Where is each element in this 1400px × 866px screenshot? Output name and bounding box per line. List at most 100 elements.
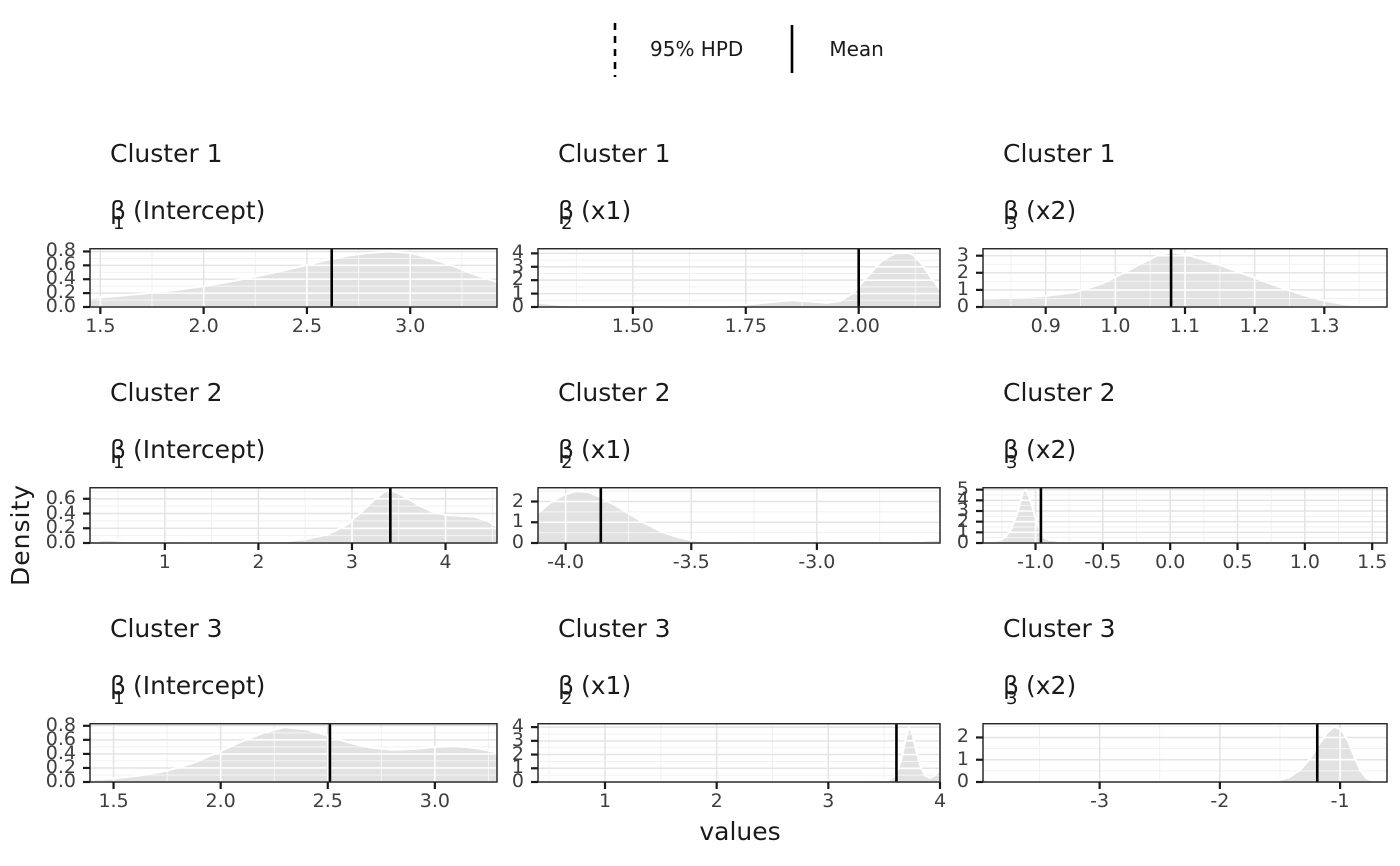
param-subtitle: β 2 (x1) [558, 196, 632, 234]
y-tick-label: 4 [511, 241, 524, 264]
y-tick-label: 2 [511, 489, 524, 512]
density-panel [976, 248, 1388, 314]
y-tick-label: 4 [511, 715, 524, 738]
x-tick-label: -3.0 [798, 551, 836, 573]
y-tick-label: 0.8 [45, 713, 76, 736]
y-tick-label: 1 [511, 281, 524, 304]
y-tick-label: 3 [956, 243, 969, 266]
y-tick-label: 0.6 [45, 486, 76, 509]
density-panel [531, 487, 941, 550]
density-panel [976, 723, 1388, 789]
x-tick-label: 1.1 [1169, 315, 1201, 337]
x-tick-label: 1.0 [1289, 551, 1320, 573]
x-tick-label: 0.5 [1222, 551, 1253, 573]
y-tick-label: 0 [511, 770, 524, 792]
y-tick-label: 4 [956, 488, 969, 511]
y-tick-label: 2 [956, 725, 969, 748]
x-tick-label: -1 [1330, 790, 1350, 812]
y-tick-label: 0.6 [45, 253, 76, 276]
x-tick-label: 0.9 [1030, 315, 1061, 337]
x-tick-label: 2 [252, 551, 265, 573]
x-tick-label: 0.0 [1155, 551, 1186, 573]
y-tick-label: 0.2 [45, 516, 76, 539]
x-tick-label: -3 [1090, 790, 1110, 812]
facet-title: Cluster 2 [558, 378, 671, 407]
y-tick-label: 0.8 [45, 239, 76, 262]
y-tick-label: 5 [956, 477, 969, 500]
x-tick-label: 3 [822, 790, 835, 812]
y-tick-label: 0.0 [45, 295, 76, 317]
param-subtitle: β 1 (Intercept) [110, 196, 266, 234]
x-tick-label: 1.75 [724, 315, 767, 337]
facet-title: Cluster 2 [110, 378, 223, 407]
facet-title: Cluster 1 [558, 139, 671, 168]
y-tick-label: 0.2 [45, 281, 76, 304]
facet-title: Cluster 2 [1003, 378, 1116, 407]
y-tick-label: 0 [956, 531, 969, 553]
density-panel [531, 248, 941, 314]
legend: 95% HPD Mean [608, 20, 884, 78]
y-tick-label: 2 [956, 509, 969, 532]
y-tick-label: 0 [511, 295, 524, 317]
x-tick-label: -0.5 [1084, 551, 1122, 573]
x-tick-label: 2.0 [188, 315, 219, 337]
legend-label-mean: Mean [829, 37, 884, 61]
y-tick-label: 1 [511, 510, 524, 533]
param-subtitle: β 3 (x2) [1003, 671, 1077, 709]
param-subtitle: β 3 (x2) [1003, 196, 1077, 234]
facet-title: Cluster 3 [1003, 614, 1116, 643]
param-subtitle: β 1 (Intercept) [110, 671, 266, 709]
density-panel [976, 487, 1388, 550]
x-tick-label: 2.0 [205, 790, 236, 812]
x-tick-label: 3.0 [419, 790, 450, 812]
x-tick-label: 1.5 [85, 315, 116, 337]
x-tick-label: 2.5 [291, 315, 323, 337]
x-tick-label: 1 [598, 790, 612, 812]
x-axis-title: values [699, 817, 781, 846]
param-subtitle: β 2 (x1) [558, 671, 632, 709]
x-tick-label: 4 [933, 790, 947, 812]
mean-solid-line-icon [791, 25, 794, 73]
x-tick-label: 1.3 [1309, 315, 1340, 337]
legend-label-hpd: 95% HPD [650, 37, 744, 61]
facet-title: Cluster 3 [558, 614, 671, 643]
y-tick-label: 0.4 [45, 267, 76, 290]
x-tick-label: 3 [345, 551, 359, 573]
x-tick-label: 3.0 [395, 315, 426, 337]
x-tick-label: 2 [710, 790, 723, 812]
y-tick-label: 2 [511, 268, 524, 291]
density-panel [83, 248, 498, 314]
y-tick-label: 0 [511, 531, 524, 553]
y-tick-label: 0 [956, 770, 969, 792]
y-tick-label: 1 [956, 277, 969, 300]
x-tick-label: 1.5 [98, 790, 129, 812]
y-tick-label: 0.4 [45, 741, 76, 764]
y-tick-label: 3 [956, 499, 969, 521]
density-panel [83, 487, 498, 550]
x-tick-label: -2 [1210, 790, 1230, 812]
y-tick-label: 0.0 [45, 770, 76, 792]
y-tick-label: 1 [956, 520, 969, 543]
y-tick-label: 0.2 [45, 755, 76, 778]
param-subtitle: β 2 (x1) [558, 435, 632, 473]
y-tick-label: 0.6 [45, 727, 76, 750]
param-subtitle: β 1 (Intercept) [110, 435, 266, 473]
x-tick-label: 4 [439, 551, 452, 573]
y-tick-label: 3 [511, 728, 524, 751]
y-tick-label: 2 [956, 260, 969, 283]
y-tick-label: 0.4 [45, 501, 76, 524]
x-tick-label: -1.0 [1016, 551, 1055, 573]
density-panel [83, 723, 498, 789]
x-tick-label: 1.0 [1100, 315, 1131, 337]
facet-title: Cluster 1 [110, 139, 223, 168]
facet-title: Cluster 1 [1003, 139, 1116, 168]
